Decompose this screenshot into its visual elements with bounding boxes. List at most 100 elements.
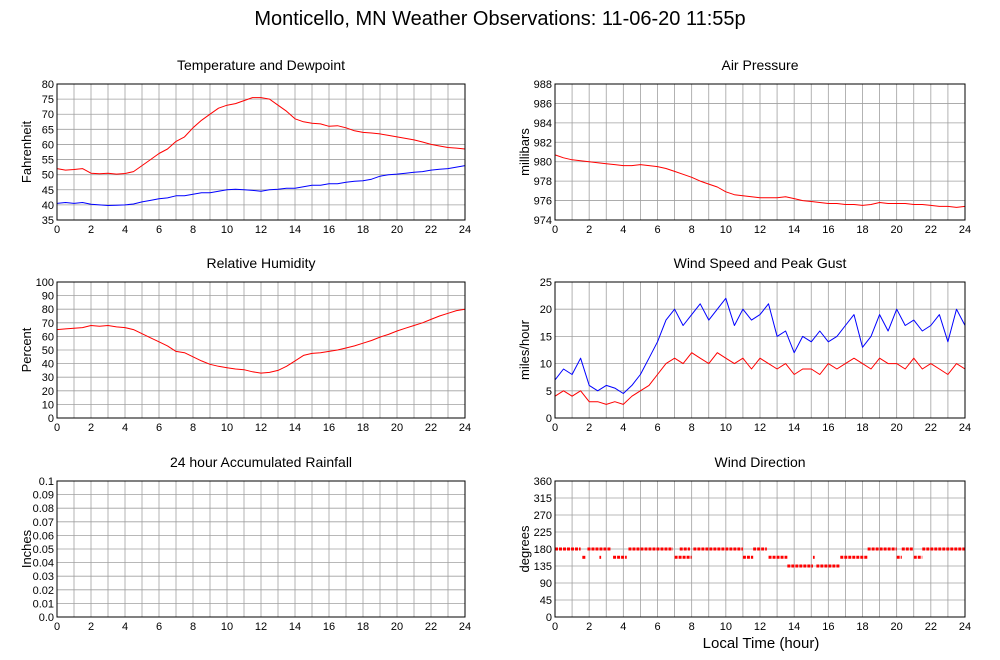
y-tick-label: 50 bbox=[42, 345, 54, 357]
y-tick-label: 25 bbox=[540, 277, 552, 289]
y-tick-label: 80 bbox=[42, 79, 54, 91]
y-tick-label: 45 bbox=[540, 595, 552, 607]
x-tick-label: 20 bbox=[891, 621, 903, 633]
x-tick-label: 22 bbox=[425, 224, 437, 236]
y-tick-label: 65 bbox=[42, 124, 54, 136]
y-tick-label: 0 bbox=[546, 413, 552, 425]
chart-title: Relative Humidity bbox=[206, 255, 316, 271]
chart-title: Wind Direction bbox=[714, 454, 806, 470]
x-tick-label: 18 bbox=[856, 621, 868, 633]
y-tick-label: 45 bbox=[42, 185, 54, 197]
x-tick-label: 18 bbox=[856, 224, 868, 236]
y-axis-label: miles/hour bbox=[517, 319, 532, 380]
y-tick-label: 20 bbox=[42, 386, 54, 398]
x-tick-label: 16 bbox=[822, 621, 834, 633]
x-tick-label: 10 bbox=[720, 422, 732, 434]
x-tick-label: 14 bbox=[788, 422, 800, 434]
x-tick-label: 0 bbox=[552, 621, 558, 633]
x-tick-label: 2 bbox=[586, 621, 592, 633]
x-tick-label: 0 bbox=[552, 422, 558, 434]
x-tick-label: 4 bbox=[620, 422, 626, 434]
y-tick-label: 988 bbox=[534, 79, 552, 91]
y-tick-label: 55 bbox=[42, 155, 54, 167]
x-tick-label: 16 bbox=[822, 422, 834, 434]
x-tick-label: 0 bbox=[54, 621, 60, 633]
x-tick-label: 24 bbox=[459, 422, 471, 434]
y-tick-label: 270 bbox=[534, 510, 552, 522]
x-tick-label: 12 bbox=[754, 422, 766, 434]
y-tick-label: 360 bbox=[534, 476, 552, 488]
x-tick-label: 8 bbox=[190, 621, 196, 633]
y-tick-label: 20 bbox=[540, 304, 552, 316]
x-tick-label: 0 bbox=[54, 422, 60, 434]
y-tick-label: 10 bbox=[540, 359, 552, 371]
y-tick-label: 80 bbox=[42, 304, 54, 316]
y-tick-label: 0.03 bbox=[33, 571, 54, 583]
y-tick-label: 90 bbox=[540, 578, 552, 590]
x-tick-label: 8 bbox=[689, 224, 695, 236]
y-tick-label: 75 bbox=[42, 94, 54, 106]
x-tick-label: 0 bbox=[552, 224, 558, 236]
x-tick-label: 0 bbox=[54, 224, 60, 236]
x-tick-label: 4 bbox=[122, 422, 128, 434]
y-tick-label: 70 bbox=[42, 318, 54, 330]
x-tick-label: 20 bbox=[391, 224, 403, 236]
x-tick-label: 16 bbox=[323, 422, 335, 434]
y-tick-label: 180 bbox=[534, 544, 552, 556]
y-tick-label: 0.06 bbox=[33, 530, 54, 542]
x-tick-label: 24 bbox=[459, 224, 471, 236]
plot-frame bbox=[56, 83, 466, 221]
chart-title: Wind Speed and Peak Gust bbox=[673, 255, 847, 271]
x-tick-label: 2 bbox=[586, 224, 592, 236]
y-tick-label: 0.08 bbox=[33, 503, 54, 515]
x-tick-label: 2 bbox=[88, 224, 94, 236]
x-tick-label: 14 bbox=[289, 621, 301, 633]
y-tick-label: 982 bbox=[534, 137, 552, 149]
x-tick-label: 8 bbox=[190, 224, 196, 236]
chart-title: Air Pressure bbox=[721, 57, 799, 73]
x-tick-label: 10 bbox=[720, 621, 732, 633]
plot-frame bbox=[56, 480, 466, 618]
x-tick-label: 12 bbox=[754, 621, 766, 633]
x-tick-label: 24 bbox=[959, 224, 971, 236]
x-tick-label: 22 bbox=[425, 621, 437, 633]
x-tick-label: 18 bbox=[357, 224, 369, 236]
y-tick-label: 974 bbox=[534, 215, 552, 227]
x-tick-label: 14 bbox=[788, 224, 800, 236]
x-tick-label: 22 bbox=[925, 621, 937, 633]
y-tick-label: 10 bbox=[42, 399, 54, 411]
y-tick-label: 50 bbox=[42, 170, 54, 182]
x-tick-label: 6 bbox=[156, 224, 162, 236]
x-tick-label: 18 bbox=[357, 422, 369, 434]
x-tick-label: 20 bbox=[891, 422, 903, 434]
x-tick-label: 6 bbox=[156, 621, 162, 633]
y-tick-label: 976 bbox=[534, 196, 552, 208]
y-tick-label: 0.09 bbox=[33, 490, 54, 502]
x-tick-label: 24 bbox=[959, 621, 971, 633]
y-axis-label: millibars bbox=[517, 128, 532, 176]
y-tick-label: 0 bbox=[48, 413, 54, 425]
y-tick-label: 986 bbox=[534, 98, 552, 110]
x-tick-label: 24 bbox=[459, 621, 471, 633]
x-tick-label: 12 bbox=[255, 224, 267, 236]
x-tick-label: 16 bbox=[323, 621, 335, 633]
y-tick-label: 0.02 bbox=[33, 585, 54, 597]
x-tick-label: 4 bbox=[620, 621, 626, 633]
x-tick-label: 18 bbox=[357, 621, 369, 633]
y-tick-label: 0.1 bbox=[39, 476, 54, 488]
y-tick-label: 980 bbox=[534, 157, 552, 169]
x-tick-label: 10 bbox=[221, 621, 233, 633]
series-line-1 bbox=[56, 165, 466, 206]
plot-frame bbox=[554, 83, 966, 221]
y-axis-label: degrees bbox=[517, 525, 532, 572]
y-tick-label: 315 bbox=[534, 493, 552, 505]
y-tick-label: 225 bbox=[534, 527, 552, 539]
plot-frame bbox=[554, 281, 966, 419]
chart-title: Temperature and Dewpoint bbox=[176, 57, 346, 73]
x-tick-label: 4 bbox=[122, 621, 128, 633]
x-tick-label: 22 bbox=[925, 422, 937, 434]
